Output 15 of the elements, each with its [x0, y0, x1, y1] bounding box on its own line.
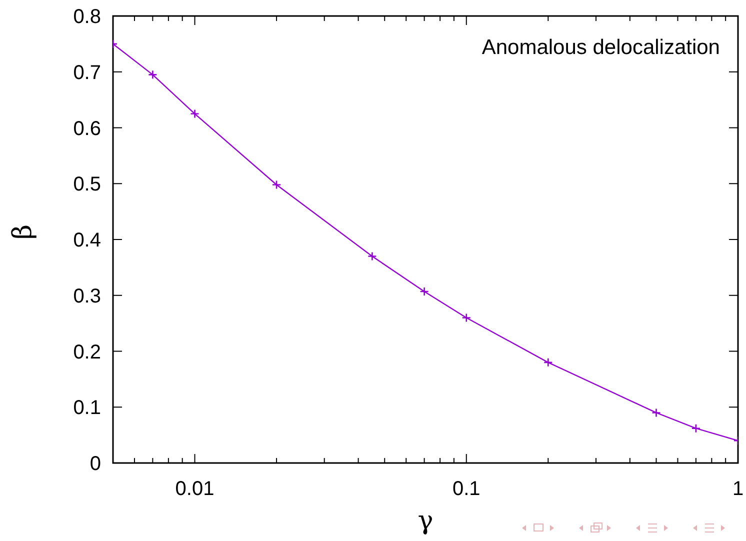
y-tick-label: 0.2	[73, 341, 101, 364]
y-tick-label: 0.4	[73, 230, 101, 252]
x-axis-title: γ	[418, 506, 434, 536]
y-tick-label: 0.1	[73, 397, 101, 420]
x-tick-label: 0.01	[175, 478, 214, 500]
y-tick-label: 0.6	[73, 118, 101, 140]
x-tick-label: 0.1	[452, 478, 480, 500]
annotation: Anomalous delocalization	[482, 36, 720, 59]
x-tick-label: 1	[732, 478, 744, 500]
y-tick-label: 0.7	[73, 62, 101, 84]
y-axis-title: β	[8, 224, 38, 240]
y-tick-label: 0	[90, 453, 101, 475]
y-tick-label: 0.3	[73, 285, 101, 308]
y-tick-label: 0.5	[73, 174, 101, 196]
y-tick-label: 0.8	[73, 6, 101, 28]
